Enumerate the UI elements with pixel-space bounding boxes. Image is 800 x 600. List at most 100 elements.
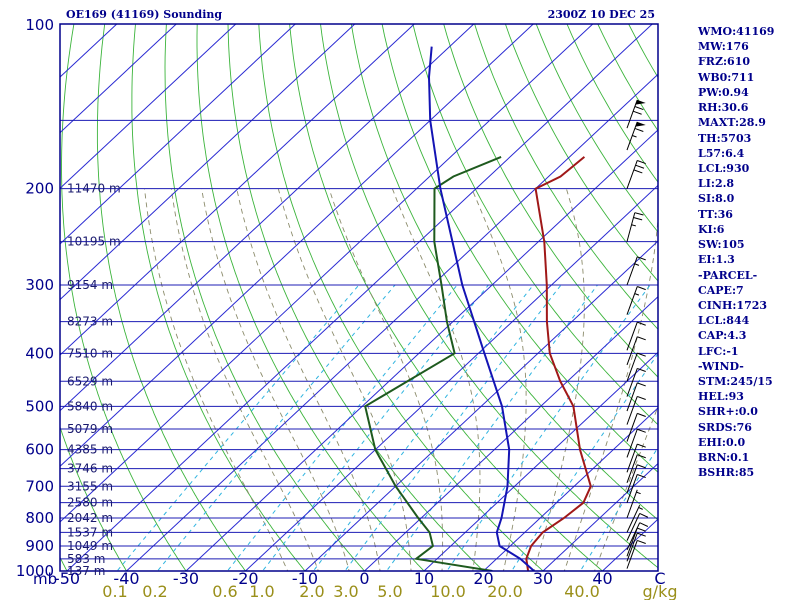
height-label: 1049 m — [67, 539, 113, 553]
isotherm — [60, 24, 594, 523]
mixing-ratio-line — [344, 284, 562, 571]
dry-adiabat — [258, 24, 544, 571]
moist-adiabat — [533, 188, 585, 571]
sounding-profiles — [364, 46, 592, 571]
wind-barb — [626, 256, 646, 286]
dry-adiabat — [60, 425, 128, 571]
isotherm — [125, 73, 658, 571]
wind-barb — [626, 160, 646, 189]
mixing-ratio-label: 0.1 — [102, 582, 127, 600]
chart-title: OE169 (41169) Sounding — [66, 8, 223, 21]
dry-adiabat — [381, 24, 658, 473]
mixing-ratio-label: 2.0 — [299, 582, 324, 600]
pressure-tick-label: 400 — [25, 344, 54, 362]
temperature-tick-label: -40 — [113, 569, 139, 588]
sounding-index: CINH:1723 — [698, 298, 768, 312]
isotherm — [60, 24, 297, 245]
wind-barb — [626, 454, 646, 484]
mixing-ratio-label: 10.0 — [430, 582, 466, 600]
wind-barb — [626, 121, 646, 151]
sounding-index: BSHR:85 — [698, 466, 755, 480]
height-label: 1537 m — [67, 525, 113, 539]
dry-adiabat — [412, 24, 658, 426]
temperature-tick-label: -30 — [173, 569, 199, 588]
sounding-index: -PARCEL- — [698, 268, 758, 282]
wind-barb — [626, 412, 646, 442]
height-label: 583 m — [67, 552, 105, 566]
wind-barb — [626, 504, 643, 533]
mixing-ratio-label: 40.0 — [564, 582, 600, 600]
sounding-index: STM:245/15 — [698, 375, 773, 389]
sounding-index: EHI:0.0 — [698, 435, 746, 449]
isotherm — [60, 24, 237, 189]
pressure-tick-label: 600 — [25, 441, 54, 459]
sounding-index: LCL:844 — [698, 314, 750, 328]
sounding-index: BRN:0.1 — [698, 451, 750, 465]
wind-barb — [626, 321, 646, 351]
isotherm — [66, 24, 654, 571]
mixing-ratio-label: 5.0 — [377, 582, 402, 600]
dry-adiabat — [0, 12, 13, 583]
moist-adiabat — [594, 405, 658, 571]
sounding-index: -WIND- — [698, 359, 744, 373]
height-label: 4385 m — [67, 443, 113, 457]
sounding-index: WMO:41169 — [698, 25, 775, 38]
height-label: 9154 m — [67, 278, 113, 292]
temperature-tick-label: 20 — [473, 569, 493, 588]
isotherm — [185, 129, 658, 571]
wind-barb — [626, 473, 646, 503]
temperature-tick-label: 40 — [592, 569, 612, 588]
temperature-tick-label: -20 — [232, 569, 258, 588]
sounding-index: TT:36 — [698, 207, 733, 221]
height-label: 10195 m — [67, 235, 121, 249]
wind-barb — [626, 367, 646, 397]
sounding-index: EI:1.3 — [698, 253, 735, 267]
pressure-tick-label: 800 — [25, 509, 54, 527]
dry-adiabat — [196, 24, 425, 571]
sounding-index: HEL:93 — [698, 390, 744, 404]
sounding-index: SI:8.0 — [698, 192, 735, 206]
temperature-tick-label: 0 — [359, 569, 369, 588]
sounding-index: SRDS:76 — [698, 420, 752, 434]
mixing-ratio-line — [446, 284, 651, 571]
pressure-tick-label: 200 — [25, 180, 54, 198]
temperature-tick-label: 30 — [533, 569, 553, 588]
chart-grid — [0, 12, 658, 583]
isotherm — [60, 24, 475, 412]
moist-adiabat — [563, 212, 658, 571]
pressure-tick-label: 900 — [25, 537, 54, 555]
mixing-ratio-line — [312, 284, 534, 571]
moist-adiabat — [201, 188, 350, 571]
isotherm — [244, 184, 658, 571]
mixing-ratio-line — [116, 284, 360, 571]
isotherm — [423, 351, 658, 571]
sounding-index: TH:5703 — [698, 131, 752, 145]
dry-adiabat — [320, 24, 658, 569]
mixing-ratio-label: 1.0 — [249, 582, 274, 600]
wind-barb — [626, 539, 646, 569]
sounding-index: RH:30.6 — [698, 101, 749, 115]
isotherm — [304, 240, 658, 571]
sounding-index: MW:176 — [698, 40, 749, 54]
mixing-ratio-line — [261, 284, 489, 571]
wind-barb — [626, 352, 646, 382]
height-label: 5840 m — [67, 399, 113, 413]
dry-adiabat — [474, 24, 658, 330]
wind-barb — [626, 286, 646, 315]
wind-barb — [626, 99, 646, 129]
sounding-index: MAXT:28.9 — [698, 116, 766, 130]
dry-adiabat — [227, 24, 485, 571]
sounding-index: SHR+:0.0 — [698, 405, 758, 419]
temperature-profile — [525, 156, 592, 571]
height-label: 2580 m — [67, 496, 113, 510]
moist-adiabat — [277, 188, 412, 571]
wind-barb — [626, 512, 649, 541]
dry-adiabat — [504, 24, 658, 282]
isotherm — [482, 407, 658, 571]
wind-barb — [626, 527, 646, 557]
isotherm — [60, 24, 535, 468]
height-label: 11470 m — [67, 182, 121, 196]
sounding-index: L57:6.4 — [698, 146, 745, 160]
